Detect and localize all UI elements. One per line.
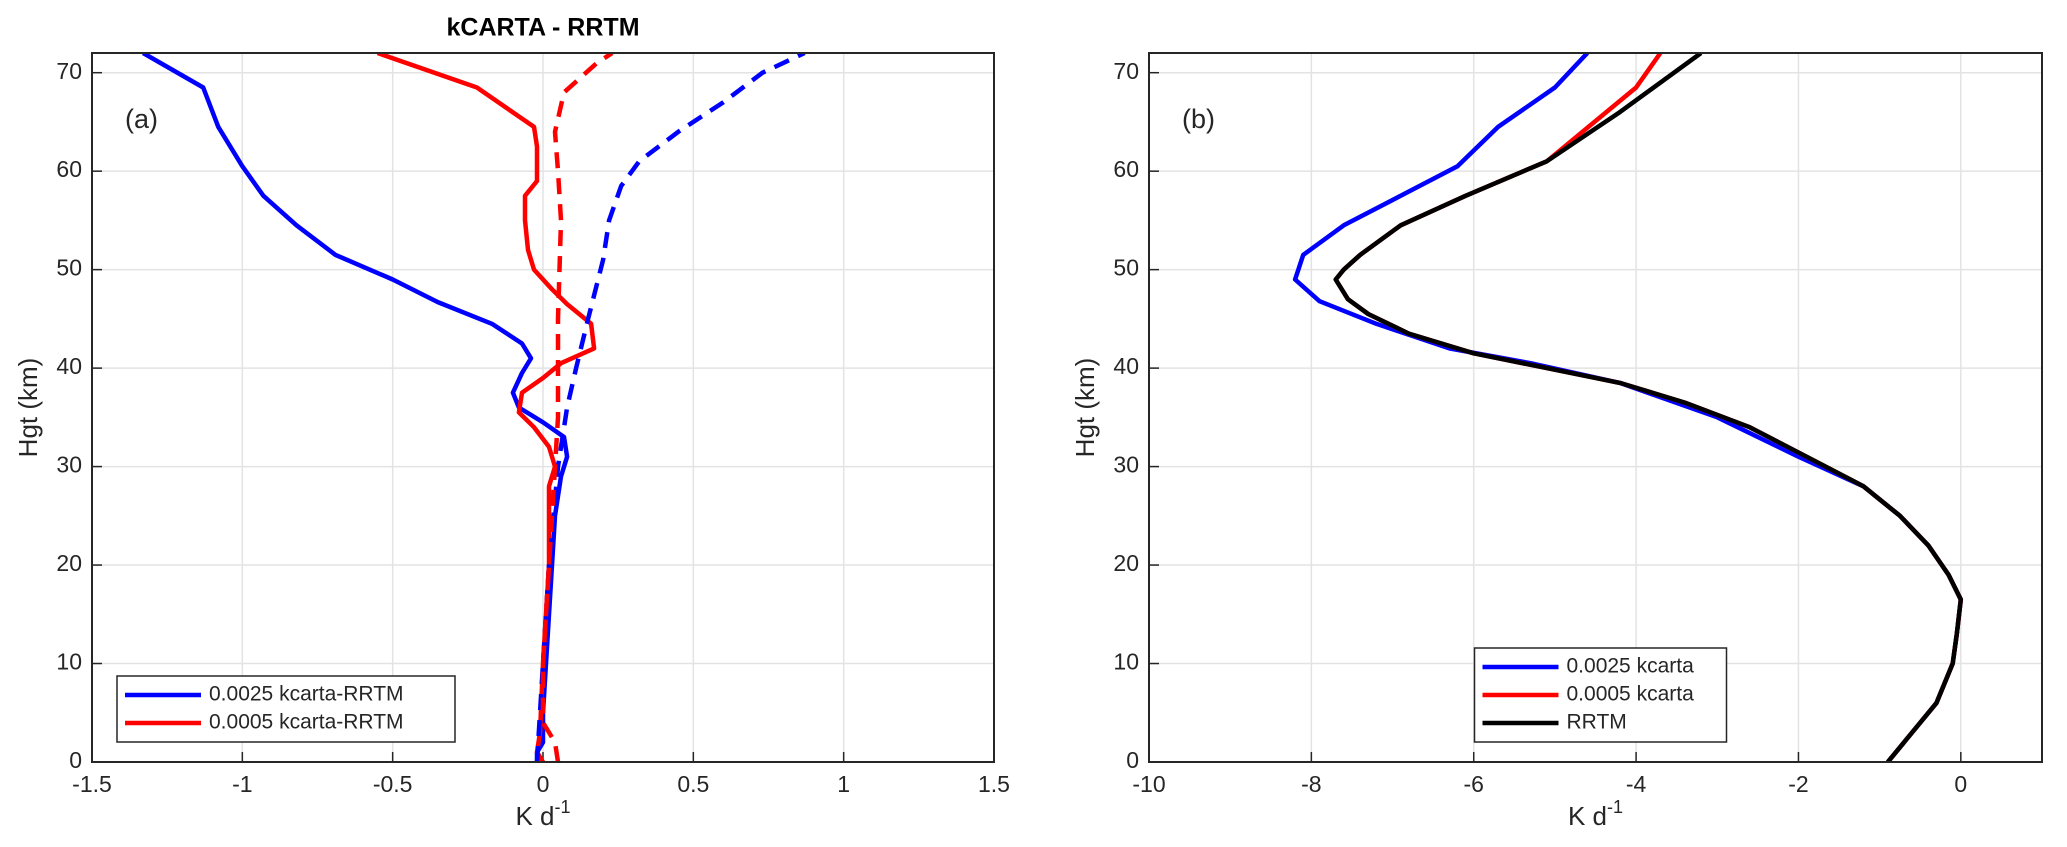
x-tick-label: -10 <box>1132 771 1165 797</box>
x-axis-label-sup: -1 <box>1607 797 1623 817</box>
y-tick-label: 40 <box>56 353 82 379</box>
chart-title: kCARTA - RRTM <box>446 14 639 42</box>
x-tick-label: -0.5 <box>373 771 413 797</box>
y-tick-label: 10 <box>1113 649 1139 675</box>
y-tick-label: 10 <box>56 649 82 675</box>
profile-line <box>141 53 570 762</box>
x-axis-label: K d-1 <box>1568 797 1623 831</box>
panel-label: (b) <box>1182 104 1215 134</box>
y-axis-label: Hgt (km) <box>1070 358 1100 458</box>
y-tick-label: 50 <box>1113 255 1139 281</box>
y-tick-label: 0 <box>1126 747 1139 773</box>
plot-frame <box>91 52 995 763</box>
legend-label: 0.0005 kcarta <box>1567 683 1695 706</box>
legend-label: 0.0025 kcarta-RRTM <box>209 683 404 706</box>
x-axis-label-text: K d <box>1568 801 1607 831</box>
x-tick-label: 1.5 <box>978 771 1010 797</box>
y-tick-label: 60 <box>1113 156 1139 182</box>
legend-box <box>116 675 456 743</box>
y-tick-label: 40 <box>1113 353 1139 379</box>
x-tick-label: -1 <box>232 771 252 797</box>
legend-label: RRTM <box>1567 711 1627 734</box>
panel-label: (a) <box>125 104 158 134</box>
x-tick-label: -2 <box>1788 771 1808 797</box>
x-tick-label: 0 <box>537 771 550 797</box>
x-axis-label-text: K d <box>515 801 554 831</box>
legend-label: 0.0005 kcarta-RRTM <box>209 711 404 734</box>
x-tick-label: -8 <box>1301 771 1321 797</box>
x-tick-label: -1.5 <box>72 771 112 797</box>
x-tick-label: -4 <box>1626 771 1647 797</box>
x-tick-label: 0 <box>1954 771 1967 797</box>
y-tick-label: 70 <box>56 58 82 84</box>
y-tick-label: 60 <box>56 156 82 182</box>
x-tick-label: 0.5 <box>677 771 709 797</box>
x-tick-label: 1 <box>837 771 850 797</box>
profile-line <box>376 53 597 762</box>
x-tick-label: -6 <box>1464 771 1484 797</box>
profile-line <box>540 53 614 762</box>
y-tick-label: 30 <box>1113 452 1139 478</box>
x-axis-label-sup: -1 <box>555 797 571 817</box>
profile-line <box>1333 53 1964 762</box>
profile-line <box>534 53 806 762</box>
y-tick-label: 20 <box>56 550 82 576</box>
y-tick-label: 50 <box>56 255 82 281</box>
y-tick-label: 20 <box>1113 550 1139 576</box>
plot-frame <box>1148 52 2043 763</box>
y-tick-label: 0 <box>69 747 82 773</box>
y-axis-label: Hgt (km) <box>13 358 43 458</box>
y-tick-label: 70 <box>1113 58 1139 84</box>
y-tick-label: 30 <box>56 452 82 478</box>
x-axis-label: K d-1 <box>515 797 570 831</box>
legend-label: 0.0025 kcarta <box>1567 655 1695 678</box>
